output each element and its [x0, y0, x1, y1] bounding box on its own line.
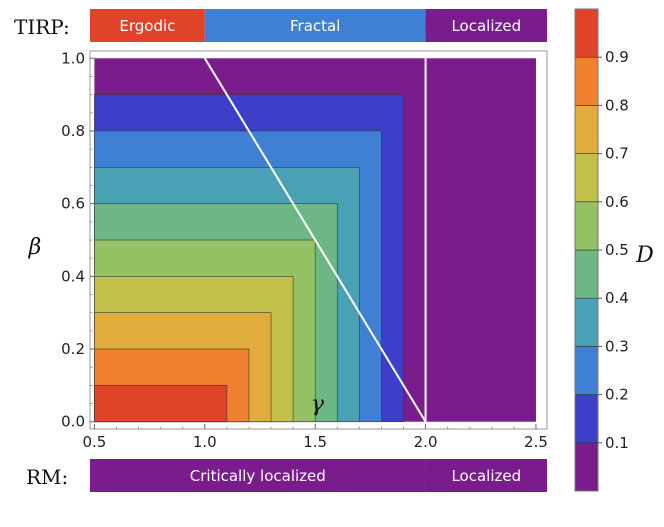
- colorbar-band-0.8: [574, 56, 599, 106]
- plot-area: 0.5 1.0 1.5 2.0 2.5 0.0 0.2 0.4 0.6 0.8 1.0 γ: [61, 49, 548, 451]
- localized-region: [425, 58, 536, 422]
- contour-level-0.9: [94, 385, 228, 423]
- regime-label: Localized: [451, 467, 521, 485]
- colorbar-band-0.7: [574, 105, 599, 154]
- x-axis: 0.5 1.0 1.5 2.0 2.5: [82, 424, 548, 451]
- tirp-row-label: TIRP:: [14, 15, 70, 39]
- regime-segment-fractal: [204, 9, 426, 42]
- colorbar-band-0.4: [574, 249, 599, 299]
- rm-row-label: RM:: [26, 465, 68, 489]
- y-tick-label: 0.8: [61, 122, 85, 140]
- colorbar-tick-label: 0.5: [605, 241, 629, 259]
- y-axis-label: β: [28, 235, 42, 260]
- regime-label: Critically localized: [190, 467, 326, 485]
- colorbar-tick-label: 0.1: [605, 434, 629, 452]
- x-tick-label: 2.0: [414, 433, 438, 451]
- colorbar-tick-label: 0.4: [605, 289, 629, 307]
- boundary-line-diagonal: [203, 57, 427, 423]
- regime-segment-corner: [204, 9, 229, 42]
- colorbar-tick-label: 0.3: [605, 337, 629, 355]
- colorbar-band-0.2: [574, 346, 599, 395]
- gamma-inline-label: γ: [311, 392, 325, 417]
- x-tick-label: 1.5: [303, 433, 327, 451]
- x-tick-label: 2.5: [524, 433, 548, 451]
- colorbar-tick-label: 0.7: [605, 145, 629, 163]
- colorbar-band-0.9: [574, 8, 599, 58]
- colorbar-label: D: [635, 243, 654, 268]
- colorbar-tick-label: 0.2: [605, 386, 629, 404]
- colorbar: 0.1 0.2 0.3 0.4 0.5 0.6 0.7 0.8 0.9: [574, 8, 629, 492]
- regime-label: Fractal: [290, 17, 340, 35]
- colorbar-band-0.5: [574, 201, 599, 251]
- tirp-regime-bar: Ergodic Fractal Localized: [90, 9, 547, 42]
- rm-regime-bar: Critically localized Localized: [90, 459, 547, 492]
- colorbar-tick-label: 0.6: [605, 193, 629, 211]
- colorbar-band-0.1: [574, 394, 599, 444]
- regime-segment-corner: [425, 459, 450, 492]
- y-tick-label: 0.4: [61, 267, 85, 285]
- contour-regions: [94, 58, 536, 423]
- colorbar-band-0.3: [574, 297, 599, 347]
- regime-segment-ergodic: [90, 9, 205, 42]
- y-axis: 0.0 0.2 0.4 0.6 0.8 1.0: [61, 49, 95, 431]
- regime-label: Ergodic: [119, 17, 175, 35]
- colorbar-tick-label: 0.9: [605, 48, 629, 66]
- y-tick-label: 0.6: [61, 195, 85, 213]
- regime-segment-corner: [425, 9, 450, 42]
- colorbar-tick-label: 0.8: [605, 96, 629, 114]
- colorbar-band-0.6: [574, 153, 599, 203]
- x-tick-label: 0.5: [82, 433, 106, 451]
- y-tick-label: 1.0: [61, 49, 85, 67]
- regime-segment-critically-localized: [90, 459, 426, 492]
- y-tick-label: 0.0: [61, 413, 85, 431]
- regime-label: Localized: [451, 17, 521, 35]
- y-tick-label: 0.2: [61, 340, 85, 358]
- boundary-lines: [203, 57, 427, 423]
- colorbar-band-0.0: [574, 442, 599, 492]
- x-tick-label: 1.0: [193, 433, 217, 451]
